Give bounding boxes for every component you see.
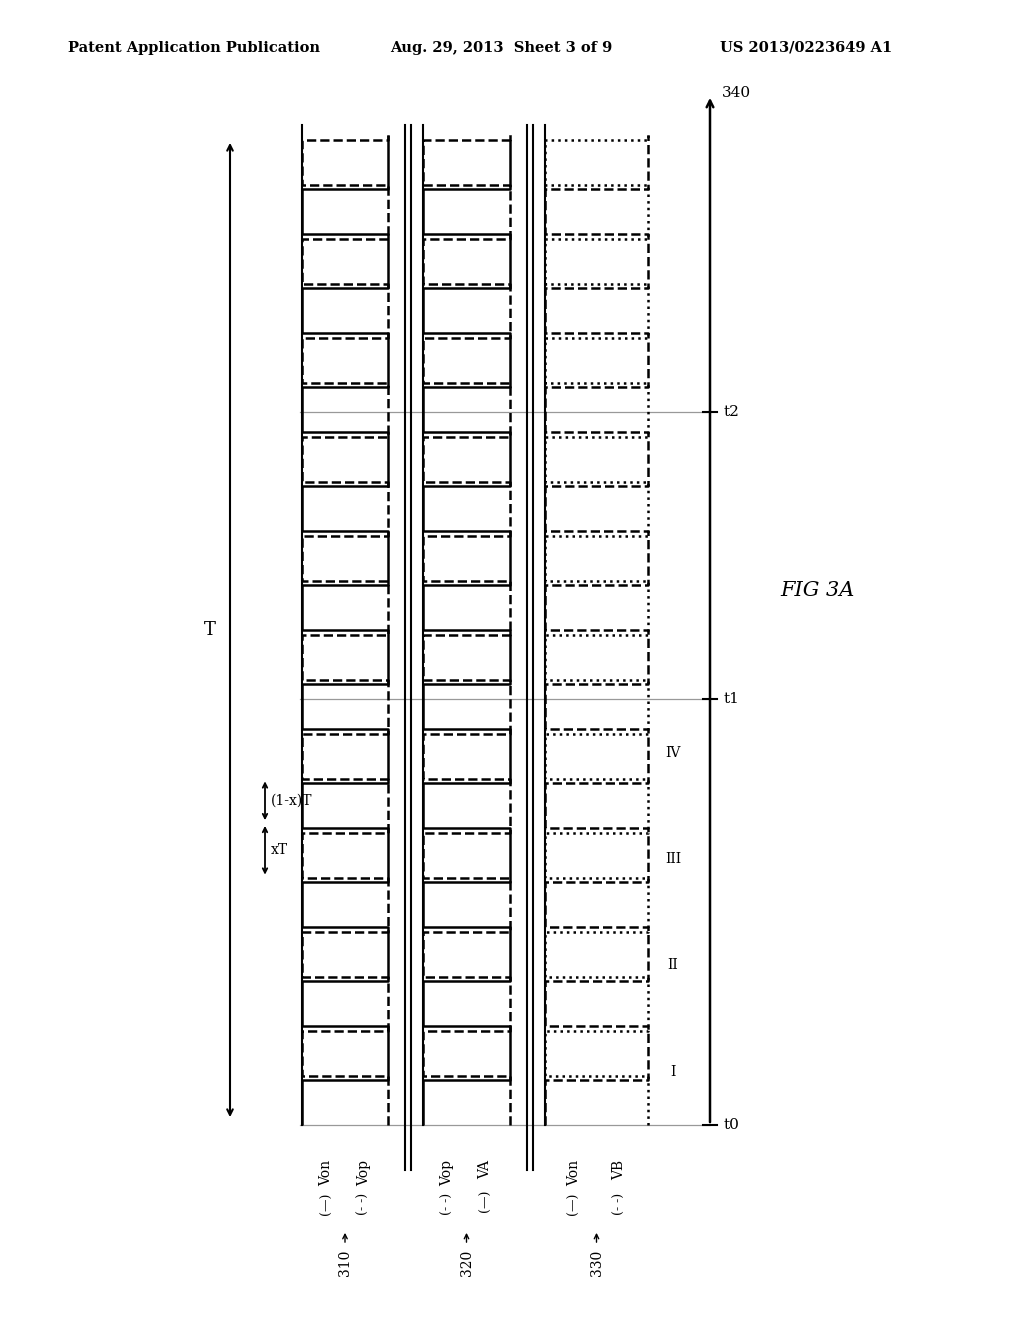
Text: Von: Von	[567, 1160, 581, 1187]
Text: VB: VB	[612, 1160, 626, 1180]
Text: (—): (—)	[319, 1193, 333, 1216]
Text: (- -): (- -)	[357, 1193, 371, 1216]
Text: (- -): (- -)	[441, 1193, 454, 1216]
Text: 330: 330	[590, 1250, 603, 1276]
Text: I: I	[671, 1065, 676, 1078]
Text: Vop: Vop	[440, 1160, 455, 1185]
Text: t2: t2	[724, 405, 740, 420]
Text: (—): (—)	[479, 1191, 493, 1212]
Text: 310: 310	[338, 1250, 352, 1276]
Text: II: II	[668, 958, 678, 973]
Text: Von: Von	[319, 1160, 333, 1187]
Text: VA: VA	[478, 1160, 493, 1179]
Text: Vop: Vop	[357, 1160, 371, 1185]
Text: T: T	[204, 620, 216, 639]
Text: IV: IV	[666, 746, 681, 759]
Text: xT: xT	[271, 843, 288, 857]
Text: t0: t0	[724, 1118, 740, 1133]
Text: FIG 3A: FIG 3A	[780, 581, 854, 599]
Text: III: III	[665, 851, 681, 866]
Text: (- -): (- -)	[612, 1193, 626, 1216]
Text: (1-x)T: (1-x)T	[271, 793, 312, 808]
Text: US 2013/0223649 A1: US 2013/0223649 A1	[720, 41, 892, 54]
Text: Aug. 29, 2013  Sheet 3 of 9: Aug. 29, 2013 Sheet 3 of 9	[390, 41, 612, 54]
Text: (—): (—)	[567, 1193, 581, 1216]
Text: t1: t1	[724, 692, 740, 706]
Text: Patent Application Publication: Patent Application Publication	[68, 41, 319, 54]
Text: 340: 340	[722, 86, 752, 100]
Text: 320: 320	[460, 1250, 473, 1276]
